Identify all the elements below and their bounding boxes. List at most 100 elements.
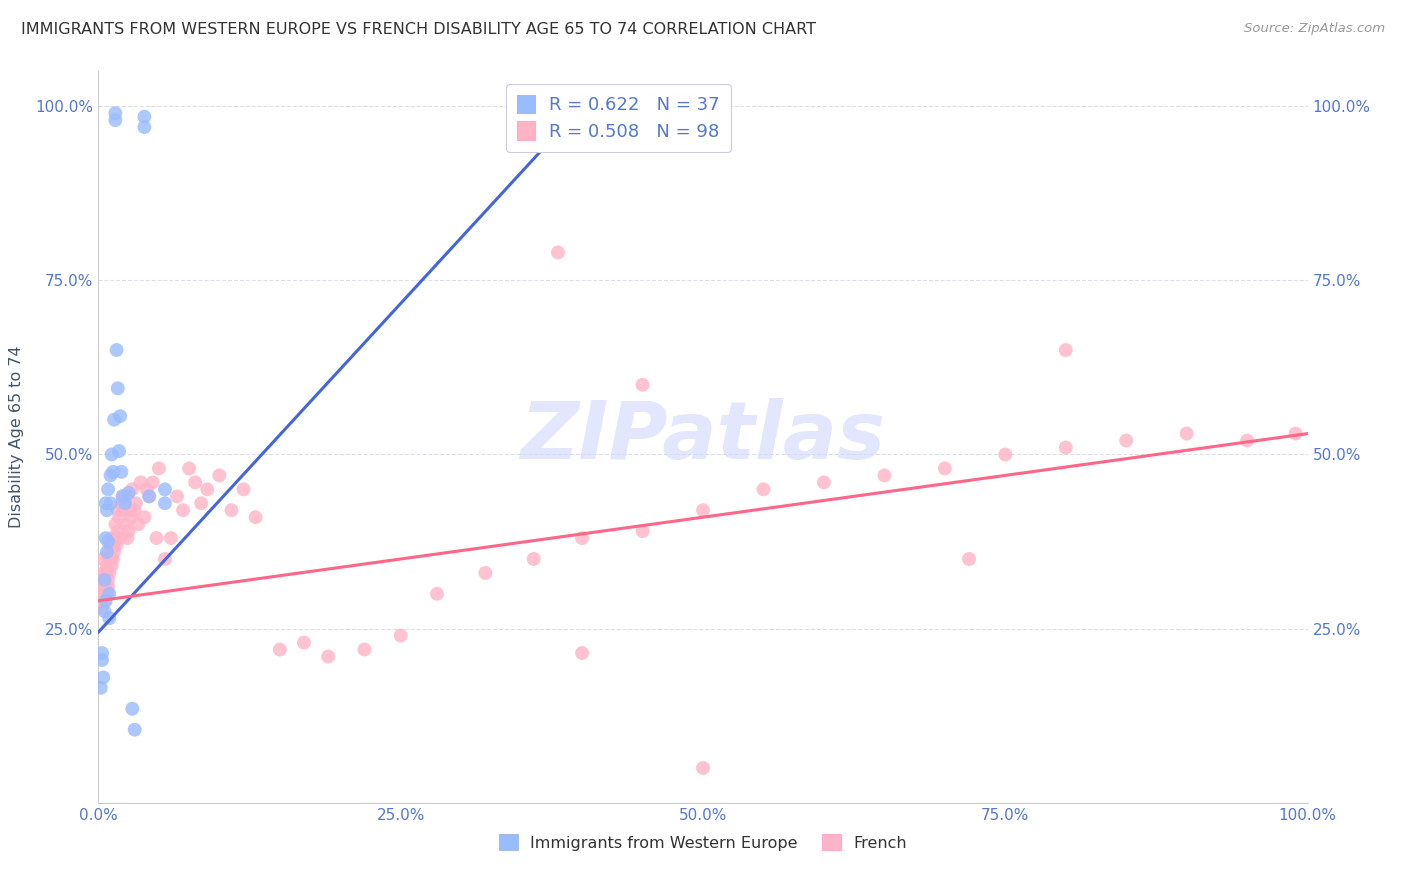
Point [103,545,125,559]
Point [994,448,1017,462]
Point [148,461,170,475]
Point [269,642,291,657]
Point [111,489,134,503]
Point [127,517,149,532]
Point [107,503,129,517]
Point [101,465,124,479]
Point [93,587,115,601]
Point [120,510,142,524]
Point [221,503,243,517]
Point [100,538,122,552]
Point [98,545,121,559]
Point [91,646,114,660]
Point [118,485,141,500]
Point [100,552,122,566]
Point [91,670,114,684]
Point [97,552,120,566]
Legend: Immigrants from Western Europe, French: Immigrants from Western Europe, French [492,828,914,857]
Text: IMMIGRANTS FROM WESTERN EUROPE VS FRENCH DISABILITY AGE 65 TO 74 CORRELATION CHA: IMMIGRANTS FROM WESTERN EUROPE VS FRENCH… [21,22,815,37]
Point [108,444,131,458]
Point [94,566,117,580]
Point [153,496,176,510]
Point [96,503,118,517]
Point [134,110,156,124]
Point [108,510,131,524]
Point [97,573,120,587]
Point [134,510,156,524]
Point [100,496,122,510]
Point [110,496,132,510]
Point [117,531,139,545]
Point [114,517,136,532]
Point [93,573,115,587]
Point [1236,434,1258,448]
Point [107,381,129,395]
Point [97,580,120,594]
Point [97,483,120,497]
Point [98,611,121,625]
Point [97,534,120,549]
Point [232,483,254,497]
Point [118,503,141,517]
Point [353,642,375,657]
Point [129,475,152,490]
Point [91,600,114,615]
Point [94,594,117,608]
Point [153,552,176,566]
Point [125,496,148,510]
Point [138,489,160,503]
Point [100,448,122,462]
Point [112,496,135,510]
Point [94,587,117,601]
Point [121,483,143,497]
Point [184,475,207,490]
Point [110,465,132,479]
Point [94,496,117,510]
Point [107,524,129,538]
Point [98,587,121,601]
Point [474,566,496,580]
Point [108,409,131,424]
Point [94,580,117,594]
Point [873,468,896,483]
Point [135,483,157,497]
Point [111,489,134,503]
Point [1175,426,1198,441]
Point [100,468,122,483]
Point [124,723,146,737]
Point [93,604,115,618]
Point [1284,426,1306,441]
Point [91,566,114,580]
Point [121,702,143,716]
Point [98,566,121,580]
Point [105,538,128,552]
Point [571,531,593,545]
Point [138,489,160,503]
Point [108,531,131,545]
Point [91,587,114,601]
Point [105,531,128,545]
Point [172,503,194,517]
Point [426,587,449,601]
Point [118,524,141,538]
Point [91,653,114,667]
Point [100,558,122,573]
Point [90,594,112,608]
Point [631,524,654,538]
Point [91,552,114,566]
Point [91,587,114,601]
Point [124,503,146,517]
Point [91,580,114,594]
Point [631,377,654,392]
Point [1054,343,1077,357]
Point [153,483,176,497]
Point [89,597,111,611]
Point [90,587,112,601]
Point [93,573,115,587]
Point [160,531,183,545]
Point [142,475,165,490]
Point [114,496,136,510]
Point [89,573,111,587]
Point [96,558,118,573]
Point [813,475,835,490]
